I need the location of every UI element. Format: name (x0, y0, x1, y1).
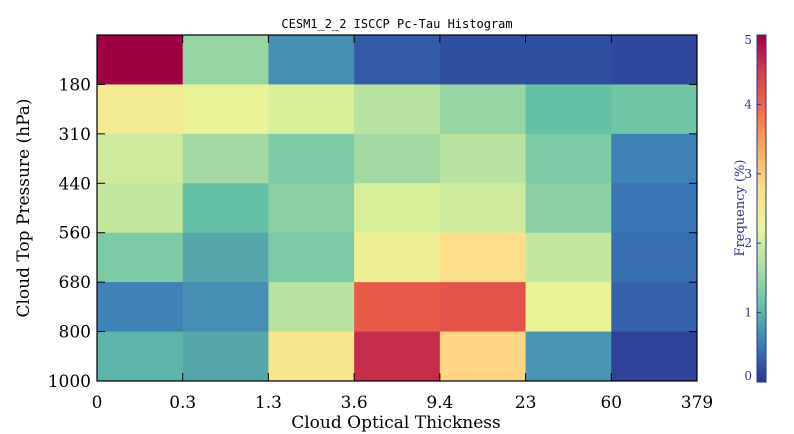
x-axis-label: Cloud Optical Thickness (291, 413, 501, 433)
heatmap-cell (525, 133, 612, 184)
heatmap-cell (439, 282, 527, 333)
heatmap-cell (439, 133, 527, 184)
heatmap-cell (611, 232, 698, 283)
heatmap-cell (439, 35, 527, 85)
heatmap-cell (97, 282, 184, 333)
heatmap-cell (182, 35, 269, 85)
heatmap-cell (268, 133, 355, 184)
heatmap-cell (97, 133, 184, 184)
colorbar-tick-label: 1 (744, 306, 752, 320)
heatmap-cell (525, 183, 612, 234)
chart-title: CESM1_2_2 ISCCP Pc-Tau Histogram (281, 17, 512, 31)
heatmap-cell (97, 35, 184, 85)
heatmap-cell (354, 183, 441, 234)
heatmap-cell (268, 84, 355, 135)
x-tick-label: 1.3 (255, 393, 282, 413)
y-tick-label: 1000 (48, 372, 91, 392)
heatmap-cell (354, 35, 441, 85)
heatmap-cell (525, 232, 612, 283)
heatmap-cell (182, 133, 269, 184)
heatmap-cell (97, 84, 184, 135)
plot-border (96, 34, 698, 382)
heatmap-cell (525, 331, 612, 382)
heatmap-cell (525, 35, 612, 85)
heatmap-cell (611, 35, 698, 85)
heatmap-cell (182, 282, 269, 333)
plot-frame (96, 34, 698, 382)
colorbar-tick-label: 0 (744, 369, 752, 383)
heatmap-cell (354, 331, 441, 382)
colorbar-label: Frequency (%) (733, 160, 748, 257)
x-tick-label: 60 (600, 393, 622, 413)
heatmap-cell (439, 84, 527, 135)
x-tick-label: 3.6 (341, 393, 368, 413)
heatmap-cell (611, 183, 698, 234)
x-tick-label: 0.3 (169, 393, 196, 413)
y-tick-label: 440 (59, 174, 91, 194)
colorbar-tick-label: 4 (744, 97, 752, 111)
y-axis-label: Cloud Top Pressure (hPa) (14, 98, 34, 317)
colorbar-tick-label: 2 (744, 236, 752, 250)
heatmap-cell (525, 282, 612, 333)
heatmap-cell (182, 331, 269, 382)
heatmap-cell (182, 183, 269, 234)
heatmap-cell (611, 84, 698, 135)
heatmap-cell (439, 183, 527, 234)
y-tick-label: 680 (59, 273, 91, 293)
y-axis-ticks: 1000 800 680 560 440 310 180 (48, 75, 697, 392)
x-tick-label: 0 (92, 393, 103, 413)
heatmap-cell (525, 84, 612, 135)
colorbar-tick-label: 5 (744, 33, 752, 47)
heatmap-cell (439, 232, 527, 283)
y-tick-label: 800 (59, 323, 91, 343)
y-tick-label: 310 (59, 125, 91, 145)
heatmap-cell (182, 84, 269, 135)
x-tick-label: 9.4 (426, 393, 453, 413)
y-tick-label: 560 (59, 224, 91, 244)
heatmap-cell (268, 282, 355, 333)
heatmap-cell (611, 282, 698, 333)
heatmap-cell (611, 133, 698, 184)
heatmap-cell (182, 232, 269, 283)
heatmap-cell (354, 232, 441, 283)
heatmap-cell (97, 183, 184, 234)
heatmap-cell (97, 331, 184, 382)
colorbar (756, 34, 767, 383)
colorbar-ticks: 0 1 2 3 4 5 (744, 33, 761, 383)
heatmap-cell (97, 232, 184, 283)
colorbar-tick-label: 3 (744, 167, 752, 181)
heatmap-cell (268, 232, 355, 283)
y-tick-label: 180 (59, 75, 91, 95)
heatmap-cell (354, 133, 441, 184)
x-axis-ticks: 0 0.3 1.3 3.6 9.4 23 60 379 (92, 35, 713, 413)
heatmap-cell (268, 331, 355, 382)
heatmap-cell (354, 282, 441, 333)
x-tick-label: 379 (681, 393, 713, 413)
heatmap-cell (611, 331, 698, 382)
heatmap-cell (439, 331, 527, 382)
heatmap-cell (354, 84, 441, 135)
x-tick-label: 23 (515, 393, 537, 413)
heatmap-cells (97, 35, 698, 382)
heatmap-cell (268, 35, 355, 85)
heatmap-cell (268, 183, 355, 234)
